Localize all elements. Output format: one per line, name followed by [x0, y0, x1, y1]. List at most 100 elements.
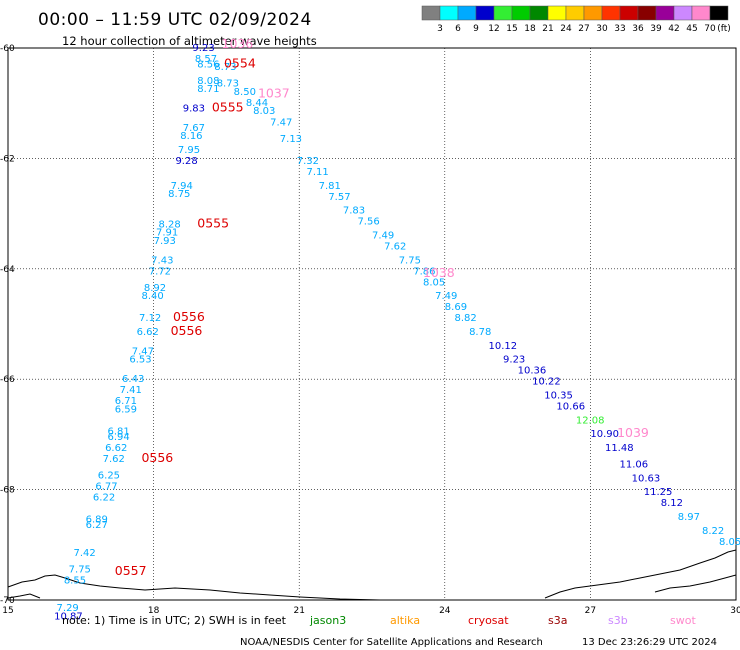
- legend-swatch: [709, 5, 729, 21]
- wave-height-label: 7.62: [103, 454, 125, 465]
- satellite-legend-item: swot: [670, 614, 696, 627]
- legend-label: 36: [632, 24, 644, 34]
- lat-tick-label: -68: [0, 486, 15, 496]
- pass-time-label: 1037: [258, 86, 290, 101]
- footer-timestamp: 13 Dec 23:26:29 UTC 2024: [582, 637, 717, 648]
- wave-height-label: 6.94: [107, 432, 129, 443]
- wave-height-label: 7.56: [357, 217, 379, 228]
- wave-height-label: 7.43: [151, 255, 173, 266]
- pass-time-label: 0556: [173, 309, 205, 324]
- wave-height-label: 7.47: [132, 346, 154, 357]
- wave-height-label: 8.22: [702, 526, 724, 537]
- wave-height-label: 8.50: [234, 87, 256, 98]
- legend-swatch: [457, 5, 477, 21]
- wave-height-label: 7.81: [319, 181, 341, 192]
- wave-height-label: 8.69: [445, 302, 467, 313]
- wave-height-label: 7.75: [69, 564, 91, 575]
- satellite-legend-item: cryosat: [468, 614, 509, 627]
- coastline-ice-shelf: [7, 593, 41, 599]
- wave-height-label: 7.75: [399, 255, 421, 266]
- wave-height-label: 8.03: [253, 106, 275, 117]
- legend-label: 33: [614, 24, 625, 34]
- wave-height-label: 11.06: [620, 460, 649, 471]
- wave-height-label: 7.32: [297, 156, 319, 167]
- pass-time-label: 0556: [171, 323, 203, 338]
- wave-height-label: 6.81: [107, 426, 129, 437]
- color-legend: 3 6 9 12 15 18 21 24 27 30 33 36 39 42 45 70 (ft): [421, 5, 731, 34]
- wave-height-label: 8.56: [197, 59, 219, 70]
- legend-swatch: [637, 5, 657, 21]
- legend-swatch: [673, 5, 693, 21]
- wave-height-label: 7.57: [328, 192, 350, 203]
- satellite-legend-item: altika: [390, 614, 420, 627]
- wave-height-label: 6.62: [105, 443, 127, 454]
- footer-note: note: 1) Time is in UTC; 2) SWH is in fe…: [62, 614, 287, 627]
- lat-tick-label: -66: [0, 375, 15, 385]
- wave-height-label: 7.95: [178, 145, 200, 156]
- wave-height-label: 10.22: [532, 377, 561, 388]
- satellite-legend: jason3 altika cryosat s3a s3b swot: [309, 614, 696, 627]
- lon-tick-label: 27: [585, 606, 596, 616]
- lat-tick-label: -62: [0, 154, 15, 164]
- legend-label: 45: [686, 24, 697, 34]
- legend-label: 70: [704, 24, 716, 34]
- wave-height-label: 7.94: [171, 181, 193, 192]
- lon-tick-label: 15: [2, 606, 13, 616]
- legend-label: 6: [455, 24, 461, 34]
- wave-height-label: 11.48: [605, 443, 634, 454]
- pass-time-label: 0557: [115, 563, 147, 578]
- wave-height-label: 7.86: [413, 266, 435, 277]
- wave-height-label: 10.66: [556, 402, 585, 413]
- lon-tick-label: 24: [439, 606, 451, 616]
- wave-height-label: 8.16: [180, 131, 202, 142]
- legend-swatch: [493, 5, 513, 21]
- wave-height-label: 8.97: [678, 512, 700, 523]
- legend-label: 12: [488, 24, 499, 34]
- legend-swatch: [565, 5, 585, 21]
- page-subtitle: 12 hour collection of altimeter wave hei…: [62, 34, 317, 48]
- pass-time-label: 0556: [141, 450, 173, 465]
- wave-height-label: 7.49: [372, 230, 394, 241]
- page-title: 00:00 – 11:59 UTC 02/09/2024: [38, 10, 312, 30]
- legend-swatch: [691, 5, 711, 21]
- wave-height-label: 8.28: [158, 219, 180, 230]
- pass-time-label: 0555: [212, 99, 244, 114]
- lon-tick-label: 30: [730, 606, 740, 616]
- legend-label: 24: [560, 24, 572, 34]
- lat-tick-label: -70: [0, 596, 15, 606]
- wave-height-label: 7.29: [57, 603, 79, 614]
- wave-height-label: 6.27: [86, 520, 108, 531]
- legend-swatch: [421, 5, 441, 21]
- wave-height-label: 7.91: [156, 228, 178, 239]
- wave-height-label: 10.35: [544, 391, 573, 402]
- wave-height-label: 7.67: [183, 123, 205, 134]
- legend-label: 42: [668, 24, 679, 34]
- wave-height-label: 8.55: [64, 575, 86, 586]
- map-ticks: 15 18 21 24 27 30 -60 -62 -64 -66 -68 -70: [0, 44, 740, 616]
- wave-height-label: 6.77: [95, 482, 117, 493]
- wave-height-label: 8.05: [719, 537, 740, 548]
- wave-height-label: 8.57: [195, 54, 217, 65]
- satellite-legend-item: s3b: [608, 614, 628, 627]
- wave-height-label: 10.87: [54, 611, 83, 622]
- legend-label: 21: [542, 24, 553, 34]
- footer-credit: NOAA/NESDIS Center for Satellite Applica…: [240, 637, 543, 648]
- wave-height-label: 7.93: [154, 236, 176, 247]
- pass-time-label: 1039: [617, 425, 649, 440]
- wave-height-label: 8.44: [246, 98, 268, 109]
- wave-height-label: 11.25: [644, 487, 673, 498]
- map-grid: [8, 48, 736, 600]
- pass-time-label: 1038: [423, 265, 455, 280]
- lon-tick-label: 18: [148, 606, 160, 616]
- wave-height-label: 9.28: [175, 156, 197, 167]
- lon-tick-label: 21: [293, 606, 304, 616]
- wave-height-label: 6.43: [122, 374, 144, 385]
- wave-height-label: 10.90: [590, 429, 619, 440]
- legend-unit: (ft): [717, 24, 731, 34]
- wave-height-label: 7.42: [74, 548, 96, 559]
- wave-height-label: 10.12: [488, 341, 517, 352]
- wave-height-label: 7.72: [149, 266, 171, 277]
- legend-label: 15: [506, 24, 517, 34]
- coastline-west: [7, 574, 381, 601]
